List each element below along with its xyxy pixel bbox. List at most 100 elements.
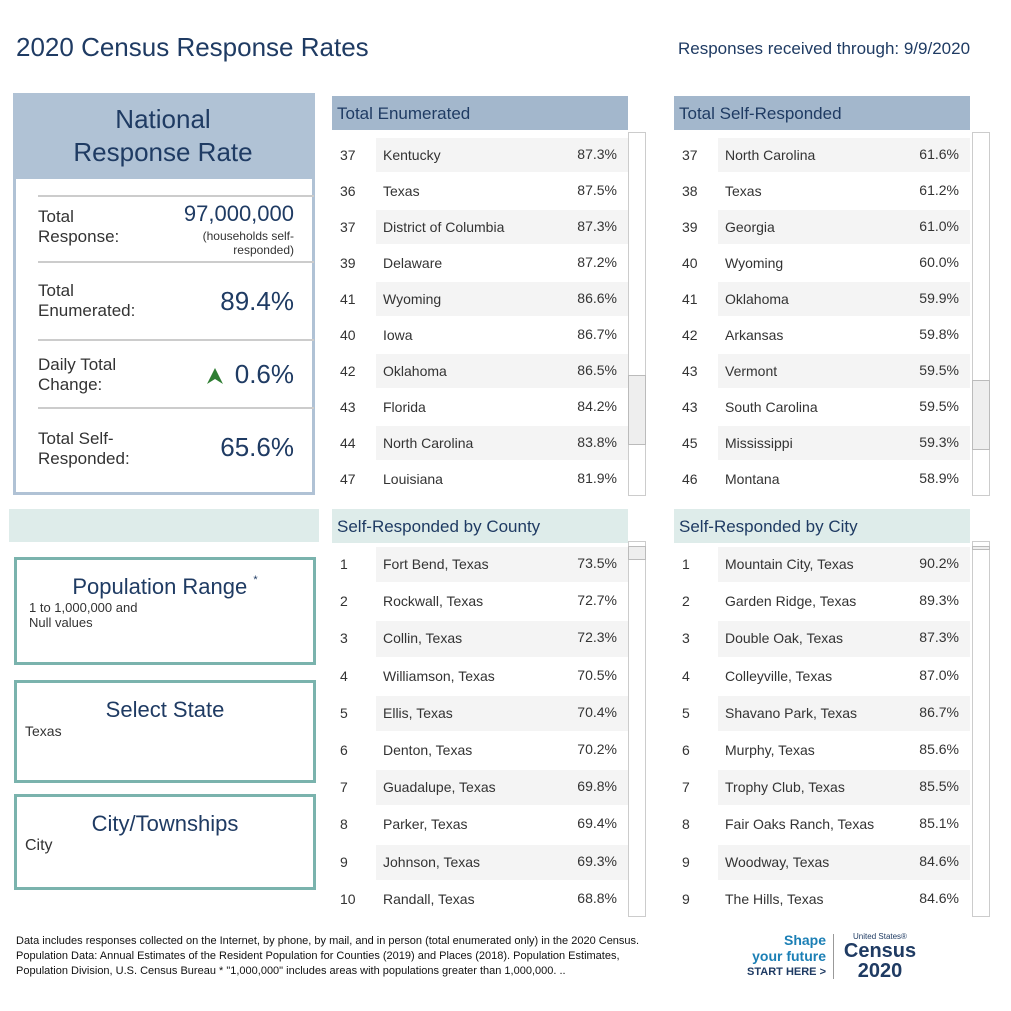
name: Wyoming	[383, 291, 442, 307]
state-filter[interactable]: Select State Texas	[14, 680, 316, 783]
rank: 6	[682, 742, 690, 758]
name: Parker, Texas	[383, 816, 468, 833]
label: Total Enumerated:	[38, 281, 136, 320]
percent: 73.5%	[577, 555, 617, 571]
logo-line: Shape	[783, 932, 826, 948]
name: Mississippi	[725, 435, 793, 451]
percent: 86.7%	[919, 703, 959, 720]
percent: 70.5%	[577, 666, 617, 683]
rank: 42	[682, 327, 698, 343]
percent: 69.4%	[577, 815, 617, 832]
logo-year: 2020	[857, 960, 903, 982]
rank: 5	[682, 704, 690, 721]
label: Total Response:	[38, 207, 120, 246]
rank: 41	[682, 291, 698, 307]
logo-line: START HERE >	[747, 966, 826, 978]
rank: 4	[682, 667, 690, 684]
rank: 2	[340, 593, 348, 610]
row-band	[718, 138, 970, 172]
label: Daily Total Change:	[38, 355, 117, 394]
percent: 59.8%	[919, 326, 959, 342]
row-band	[718, 695, 970, 731]
percent: 87.3%	[919, 629, 959, 646]
spacer-bar	[9, 509, 319, 542]
name: Denton, Texas	[383, 742, 473, 758]
name: Randall, Texas	[383, 890, 475, 907]
percent: 84.6%	[919, 852, 959, 869]
row-band	[376, 138, 628, 172]
rank: 45	[682, 435, 698, 451]
name: Guadalupe, Texas	[383, 779, 496, 796]
logo-brand: United States® Census 2020	[840, 932, 920, 981]
logo-tagline: Shape your future START HERE >	[740, 932, 826, 980]
rank: 6	[340, 742, 348, 758]
date-note: Responses received through: 9/9/2020	[678, 39, 971, 58]
rank: 7	[340, 779, 348, 796]
rank: 3	[340, 630, 348, 647]
scroll-thumb	[628, 546, 646, 560]
national-body: Total Response: 97,000,000 (households s…	[16, 179, 314, 492]
name: Johnson, Texas	[383, 853, 481, 870]
scrollbar[interactable]	[972, 541, 990, 917]
row-band	[718, 547, 970, 583]
name: Oklahoma	[383, 363, 447, 379]
row-band	[718, 426, 970, 460]
percent: 59.9%	[919, 290, 959, 306]
row-band	[376, 282, 628, 316]
name: Wyoming	[725, 255, 784, 271]
row-band	[718, 210, 970, 244]
scroll-thumb	[628, 375, 646, 445]
rank: 47	[340, 471, 356, 487]
name: Trophy Club, Texas	[725, 779, 845, 796]
name: Texas	[725, 183, 762, 199]
rank: 8	[340, 816, 348, 833]
percent: 70.2%	[577, 741, 617, 757]
name: Oklahoma	[725, 291, 789, 307]
name: Vermont	[725, 363, 778, 379]
name: North Carolina	[383, 435, 474, 451]
population-filter[interactable]: Population Range * 1 to 1,000,000 and Nu…	[14, 557, 316, 665]
table-header	[332, 509, 628, 543]
rank: 5	[340, 704, 348, 721]
name: South Carolina	[725, 399, 818, 415]
percent: 69.3%	[577, 852, 617, 869]
scrollbar[interactable]	[972, 132, 990, 496]
scrollbar[interactable]	[628, 541, 646, 917]
rank: 39	[340, 255, 356, 271]
name: Shavano Park, Texas	[725, 704, 858, 721]
filter-value: 1 to 1,000,000 and Null values	[29, 600, 138, 630]
rank: 37	[682, 147, 698, 163]
row-band	[376, 770, 628, 806]
scrollbar[interactable]	[628, 132, 646, 496]
name: Double Oak, Texas	[725, 630, 844, 647]
logo-line: your future	[752, 948, 826, 964]
rank: 37	[340, 147, 356, 163]
table-header	[332, 96, 628, 130]
percent: 87.3%	[577, 218, 617, 234]
note: (households self-responded)	[202, 229, 294, 257]
table-title: Total Enumerated	[337, 104, 471, 123]
value: 97,000,000	[183, 201, 294, 226]
table-header	[674, 96, 970, 130]
name: The Hills, Texas	[725, 890, 824, 907]
name: Woodway, Texas	[725, 853, 830, 870]
percent: 70.4%	[577, 703, 617, 720]
rank: 43	[682, 399, 698, 415]
rank: 39	[682, 219, 698, 235]
filter-title: Population Range	[72, 574, 248, 599]
name: Fort Bend, Texas	[383, 556, 489, 572]
percent: 87.5%	[577, 182, 617, 198]
rank: 44	[340, 435, 356, 451]
name: Kentucky	[383, 147, 441, 163]
percent: 61.0%	[919, 218, 959, 234]
percent: 61.2%	[919, 182, 959, 198]
name: Arkansas	[725, 327, 784, 343]
city-filter[interactable]: City/Townships City	[14, 794, 316, 890]
percent: 86.6%	[577, 290, 617, 306]
rank: 40	[682, 255, 698, 271]
row-band	[376, 547, 628, 583]
filter-value: Texas	[25, 723, 62, 739]
name: Louisiana	[383, 471, 443, 487]
up-arrow	[207, 368, 223, 384]
